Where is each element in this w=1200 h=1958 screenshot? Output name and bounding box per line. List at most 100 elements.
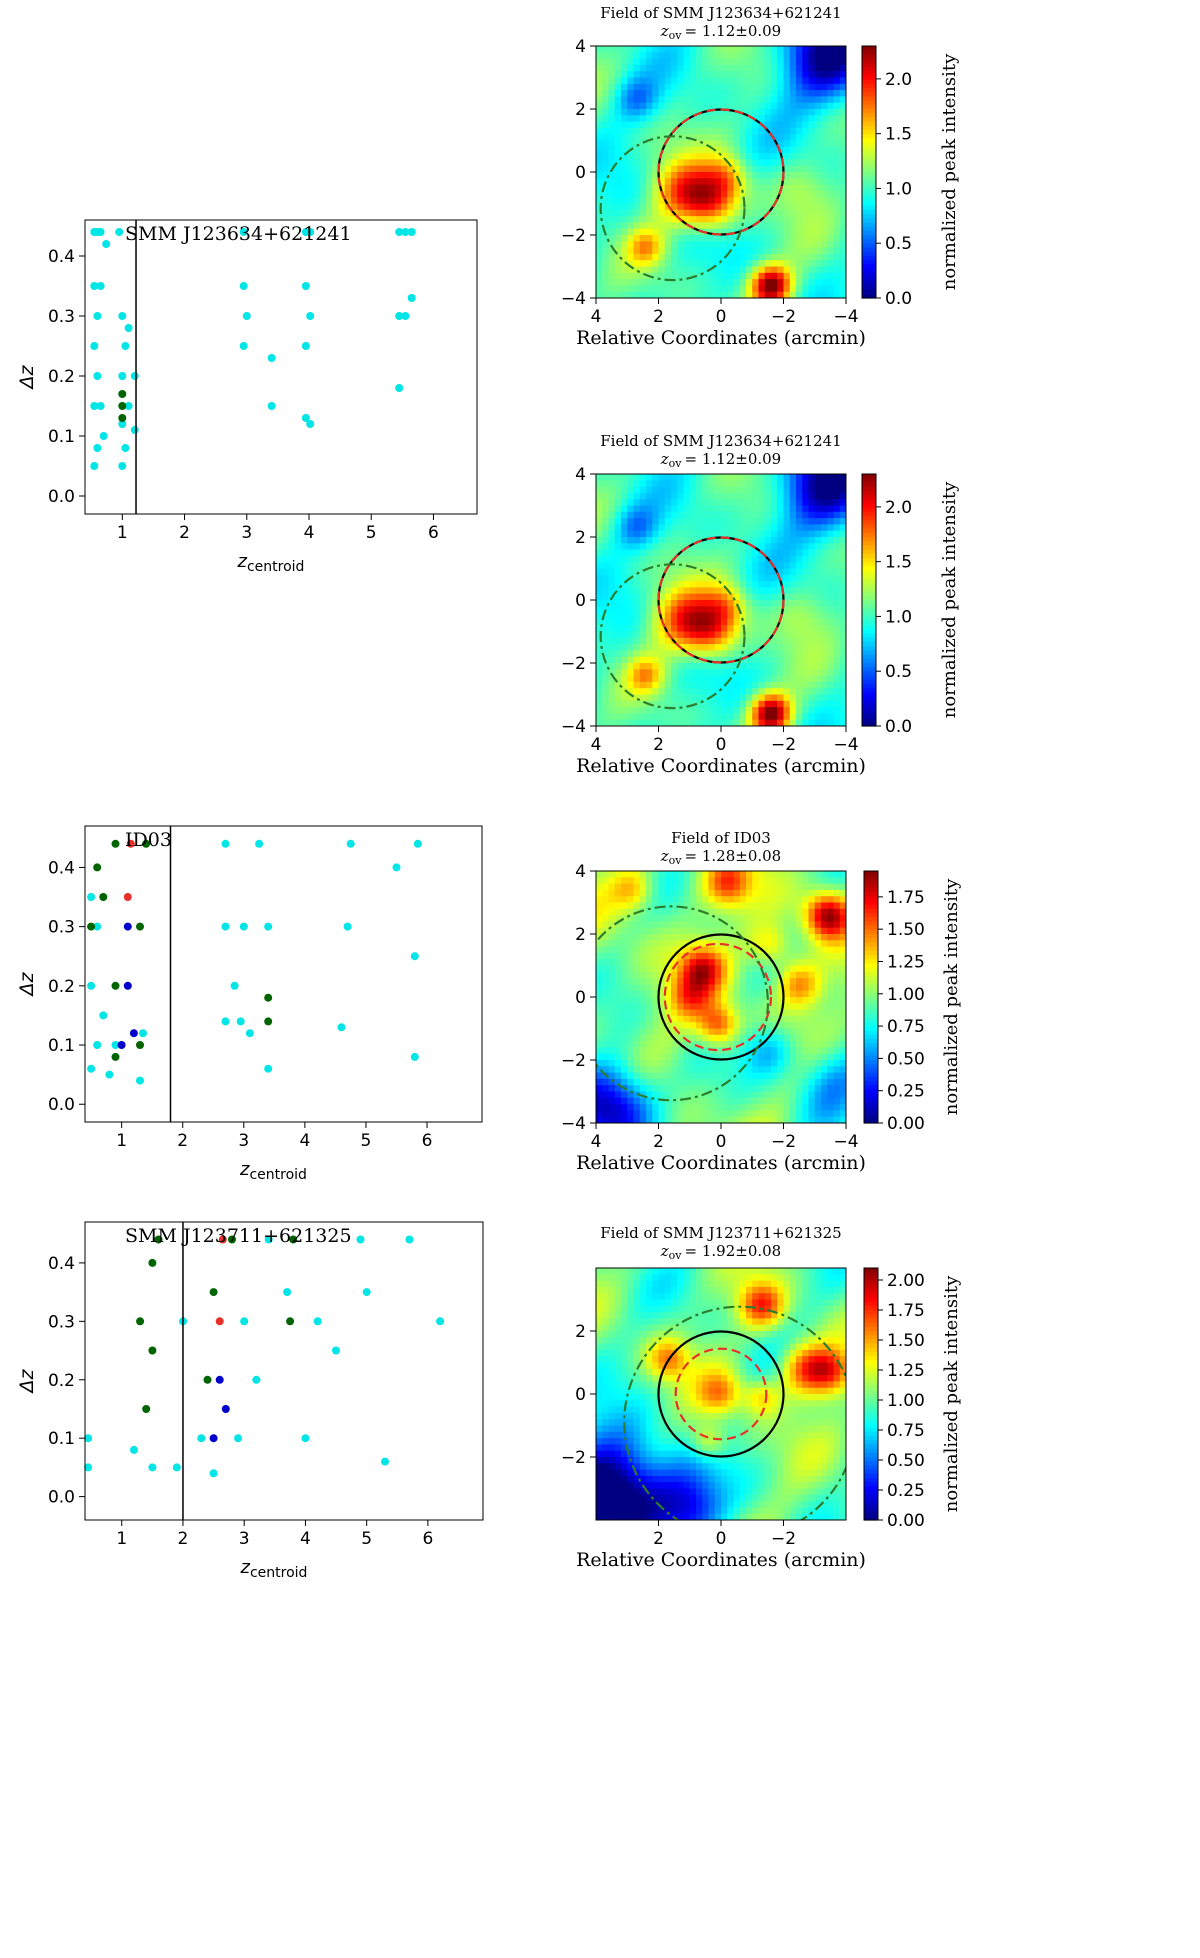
map-cell <box>733 64 741 72</box>
map-cell <box>633 871 641 878</box>
map-cell <box>771 1022 778 1030</box>
map-cell <box>683 606 691 614</box>
map-cell <box>796 644 803 651</box>
map-cell <box>614 965 622 973</box>
map-cell <box>714 197 722 205</box>
map-cell <box>608 978 616 985</box>
map-cell <box>721 285 728 293</box>
map-cell <box>714 178 722 186</box>
map-cell <box>702 694 710 702</box>
data-point <box>136 1076 144 1085</box>
map-cell <box>833 209 841 217</box>
map-cell <box>702 190 710 198</box>
map-cell <box>652 537 660 544</box>
map-cell <box>614 669 622 677</box>
map-cell <box>677 694 685 702</box>
map-cell <box>783 115 791 123</box>
map-cell <box>627 952 635 960</box>
map-cell <box>771 511 778 519</box>
map-cell <box>789 1066 797 1074</box>
map-cell <box>639 285 647 293</box>
colorbar-segment <box>862 79 876 85</box>
map-cell <box>733 209 741 217</box>
map-cell <box>621 474 628 481</box>
map-cell <box>614 1097 622 1105</box>
map-cell <box>639 1009 647 1017</box>
map-cell <box>714 96 722 104</box>
map-cell <box>739 96 747 104</box>
map-cell <box>652 203 660 211</box>
map-cell <box>746 587 753 595</box>
map-cell <box>596 474 603 481</box>
map-cell <box>646 1053 653 1061</box>
map-cell <box>664 1116 672 1123</box>
map-cell <box>783 700 791 708</box>
map-cell <box>652 1015 660 1023</box>
map-cell <box>758 260 766 268</box>
map-cell <box>777 140 785 148</box>
map-cell <box>646 96 653 104</box>
map-cell <box>683 1097 691 1105</box>
map-cell <box>739 52 747 60</box>
colorbar-segment <box>862 289 876 295</box>
map-cell <box>677 896 685 904</box>
map-cell <box>702 555 710 563</box>
map-cell <box>789 959 797 967</box>
map-cell <box>639 927 647 935</box>
map-cell <box>621 511 628 519</box>
map-cell <box>789 984 797 992</box>
map-cell <box>758 499 766 507</box>
map-cell <box>721 1110 728 1118</box>
map-cell <box>639 631 647 639</box>
map-cell <box>783 1097 791 1105</box>
map-cell <box>721 64 728 72</box>
colorbar-segment <box>862 138 876 144</box>
map-cell <box>733 688 741 696</box>
map-cell <box>721 549 728 557</box>
map-cell <box>714 719 722 726</box>
map-cell <box>646 1015 653 1023</box>
map-cell <box>689 669 697 677</box>
map-cell <box>821 184 828 192</box>
map-cell <box>721 505 728 513</box>
map-cell <box>714 190 722 198</box>
field-title: Field of SMM J123634+621241 <box>600 4 841 22</box>
map-cell <box>708 675 716 683</box>
map-cell <box>814 115 822 123</box>
data-point <box>121 444 130 452</box>
map-cell <box>752 253 760 261</box>
map-cell <box>627 52 635 60</box>
map-cell <box>808 574 816 582</box>
map-cell <box>652 1078 660 1086</box>
map-cell <box>789 1034 797 1042</box>
map-cell <box>739 574 747 582</box>
data-point <box>301 414 310 422</box>
map-cell <box>746 625 753 633</box>
map-cell <box>739 480 747 488</box>
map-cell <box>633 165 641 173</box>
map-cell <box>708 222 716 230</box>
map-cell <box>652 965 660 973</box>
map-cell <box>633 574 641 582</box>
map-cell <box>621 549 628 557</box>
map-cell <box>677 172 685 179</box>
map-cell <box>808 140 816 148</box>
data-point <box>215 1375 224 1384</box>
map-cell <box>721 165 728 173</box>
map-cell <box>733 1078 741 1086</box>
map-cell <box>658 1003 666 1011</box>
map-cell <box>596 291 603 298</box>
map-cell <box>746 1003 753 1011</box>
map-cell <box>758 883 766 891</box>
map-cell <box>639 1022 647 1030</box>
map-cell <box>764 102 772 110</box>
map-cell <box>808 700 816 708</box>
map-cell <box>771 984 778 992</box>
colorbar-segment <box>862 579 876 584</box>
map-cell <box>664 184 672 192</box>
map-cell <box>821 549 828 557</box>
map-cell <box>696 940 703 948</box>
map-cell <box>746 480 753 488</box>
map-cell <box>677 190 685 198</box>
map-cell <box>602 159 610 167</box>
